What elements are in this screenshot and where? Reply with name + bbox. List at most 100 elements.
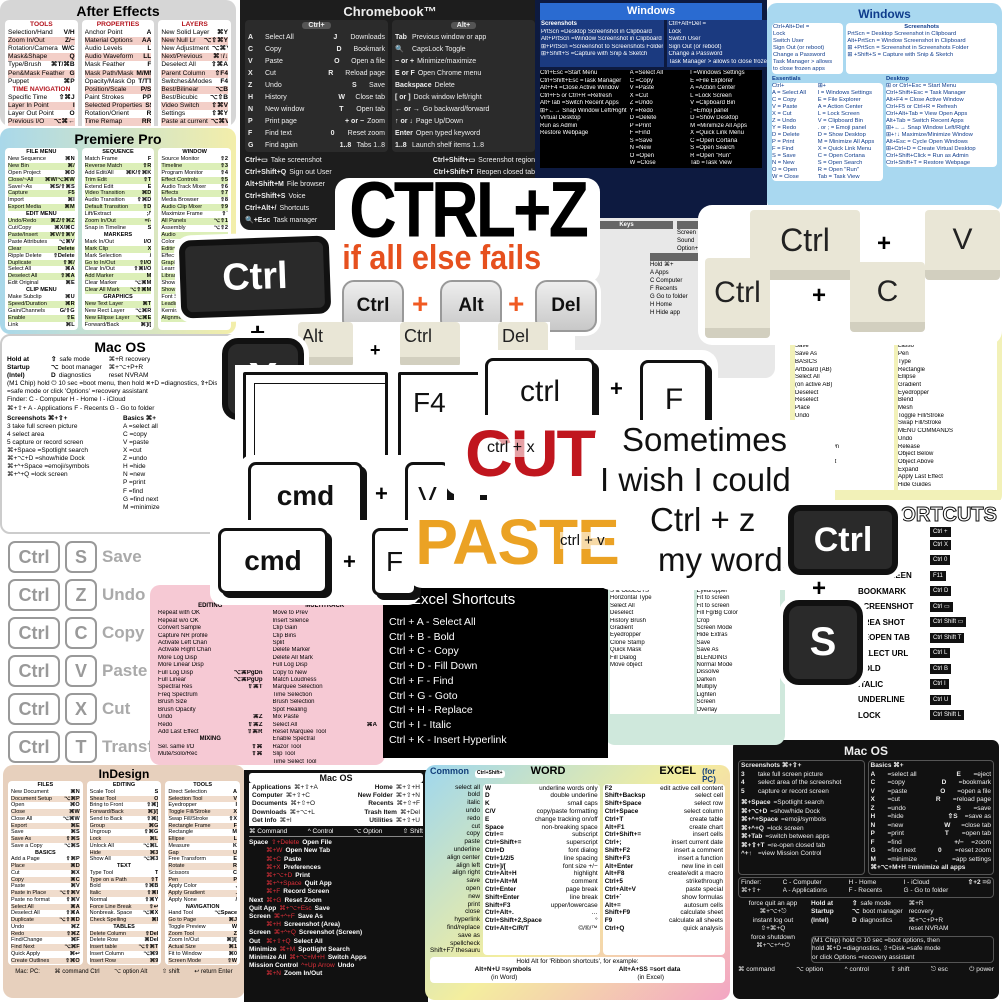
list-item: Ctrl + A - Select All (389, 616, 476, 628)
shortcut-keys: Ctrl B (930, 663, 951, 674)
list-item: Save As (696, 647, 719, 654)
list-item: D =Delete (629, 115, 657, 121)
shortcut-keys: Ctrl ▭ (930, 601, 953, 612)
row-cell: Enter (395, 130, 413, 137)
word-heading: WORD (530, 765, 566, 777)
shortcut-row: Ctrl+▭ Take screenshot Ctrl+Shift+▭ Screens… (245, 155, 535, 167)
list-item: Tab =Task View (690, 160, 732, 166)
action-label: Selection Tool (168, 795, 203, 802)
row-cell: Recents (368, 800, 394, 808)
shortcut-keys: ⇧↩ (149, 903, 159, 910)
ctrl-key: Ctrl (8, 617, 60, 649)
list-item: Multiply (696, 684, 717, 691)
shortcut-keys: F (147, 155, 152, 162)
ctrl-key: Ctrl (8, 655, 60, 687)
action-label: Gain/Channels (8, 307, 46, 314)
plus-sign: + (375, 481, 388, 506)
row-cell: Reopen closed tab (476, 169, 535, 176)
row-cell: =copy (887, 779, 906, 786)
shortcut-row: ⌘+^+Space Quit App (249, 880, 423, 888)
ctrl-key: Ctrl (8, 731, 60, 763)
row-cell: E (956, 770, 961, 778)
shortcut-row: Ctrl + (850, 527, 997, 537)
row-cell: Ctrl+Alt+V (604, 885, 636, 893)
action-label: Effects (161, 190, 179, 197)
action-label: Hide (89, 849, 101, 856)
list-item: hold ⌘+D =diagnostics, ⇧+Disk =safe mode (812, 945, 941, 952)
list-item: V =Paste (629, 85, 655, 91)
shortcut-keys: ⌥⌘R (135, 307, 152, 314)
shortcut-row: Delete Row ⌘Del (90, 937, 159, 944)
shortcut-keys: ⌘O (69, 802, 80, 809)
list-item: ⌘+^+Space =emoji/symbols (7, 463, 90, 471)
list-item: Ctrl+Alt+Del = (668, 21, 706, 27)
list-item: ⌘ command Ctrl (54, 969, 100, 976)
list-item: N = New (772, 160, 795, 166)
shortcut-row: Activate Left Chan (158, 640, 263, 647)
action-label: Paste (11, 883, 26, 890)
shortcut-row: Export Media ⌘M (8, 204, 75, 212)
shortcut-row: Audio Transition ⇧⌘D (85, 197, 152, 204)
shortcut-row: SELECT URL Ctrl L (850, 646, 997, 662)
shortcut-row: Paste in Place ⌥⇧⌘V (11, 890, 80, 897)
row-cell: upper/lowercase (550, 901, 598, 909)
list-item: Move object (610, 662, 643, 669)
list-item: Y = Redo (772, 125, 797, 131)
shortcut-row: 🔍+Esc Task manager (245, 215, 535, 227)
list-item: Swap Fill/Stroke (898, 420, 942, 427)
list-item: ⌥ option Alt (114, 969, 148, 976)
row-cell: Reload page (345, 70, 385, 77)
shortcut-row: Select All ⌘A (11, 903, 80, 911)
shortcut-keys: I (72, 101, 75, 109)
shortcut-keys: ⌥⌘3 (143, 856, 159, 863)
shortcut-row: Toggle Preview W (168, 924, 237, 931)
row-cell: Save As (297, 913, 323, 921)
shortcut-keys: I (235, 802, 238, 809)
section-heading: WINDOW (182, 149, 207, 155)
shortcut-row: N =new W =close tab (871, 822, 992, 831)
list-item: 5 capture or record screen (7, 438, 84, 446)
list-item: ⌘+R recovery (108, 356, 151, 363)
list-item: Alt+Tab = Switch Recent Apps (886, 118, 964, 124)
action-label: Paste Attributes (8, 238, 48, 245)
action-label: Clear Marker (84, 280, 117, 287)
list-item: ⊞+Shift+S =Capture with Snip & Sketch (541, 51, 648, 57)
list-item: X =cut (123, 447, 142, 455)
action-label: Paste/Insert (8, 231, 38, 238)
list-item: C Computer (650, 278, 683, 284)
row-cell: ⌘+⇧+C (285, 792, 310, 800)
row-cell: paste special (685, 885, 723, 893)
action-label: Undo (158, 714, 173, 721)
shortcut-row: Brush Opacity (158, 707, 263, 714)
shortcut-row: Swap Fill/Stroke ⇧X (168, 816, 237, 823)
row-cell: Ctrl+Shift+= (485, 839, 522, 847)
action-label: Shear Tool (89, 795, 116, 802)
list-item: L =Lock Screen (690, 92, 732, 99)
shortcut-keys: AA (141, 37, 152, 45)
shortcut-keys: ⌘Z (70, 923, 80, 930)
list-item: redo (467, 814, 480, 822)
list-item: to close frozen apps (773, 66, 825, 72)
row-cell: Quit App (249, 904, 277, 912)
shortcut-row: More Linear Disp (158, 662, 263, 669)
list-item: E =File Explorer (690, 77, 733, 84)
shortcut-keys: ⇧⌘A (60, 273, 75, 280)
row-cell: ↑ or ↓ (395, 118, 413, 125)
action-label: New Bin (8, 162, 29, 169)
action-label: Color (161, 238, 175, 245)
list-item: A - Applications (782, 887, 828, 894)
shortcut-row: Insert Silence (273, 618, 378, 625)
list-item: Option+button (677, 246, 715, 252)
row-cell: Reset Zoom (284, 896, 322, 904)
shortcut-row: All Panels ⌥⇧1 (161, 218, 229, 225)
row-cell: ⌘+M (279, 945, 296, 953)
shortcut-row: Layer In Point I (8, 101, 75, 111)
row-cell: Minimize (249, 945, 277, 953)
action-label: Duplicate (8, 259, 32, 266)
list-item: Quick Mask (610, 647, 642, 654)
list-item: ⊞ or Ctrl+Esc = Start Menu (886, 83, 957, 89)
row-cell: 3 (741, 770, 745, 778)
after-effects-sticker: After Effects TOOLS Selection/Hand V/H Zoom… (0, 0, 236, 126)
shortcut-keys: ⇧⌘V (65, 896, 80, 903)
row-cell: Screenshot (Area) (284, 921, 340, 929)
